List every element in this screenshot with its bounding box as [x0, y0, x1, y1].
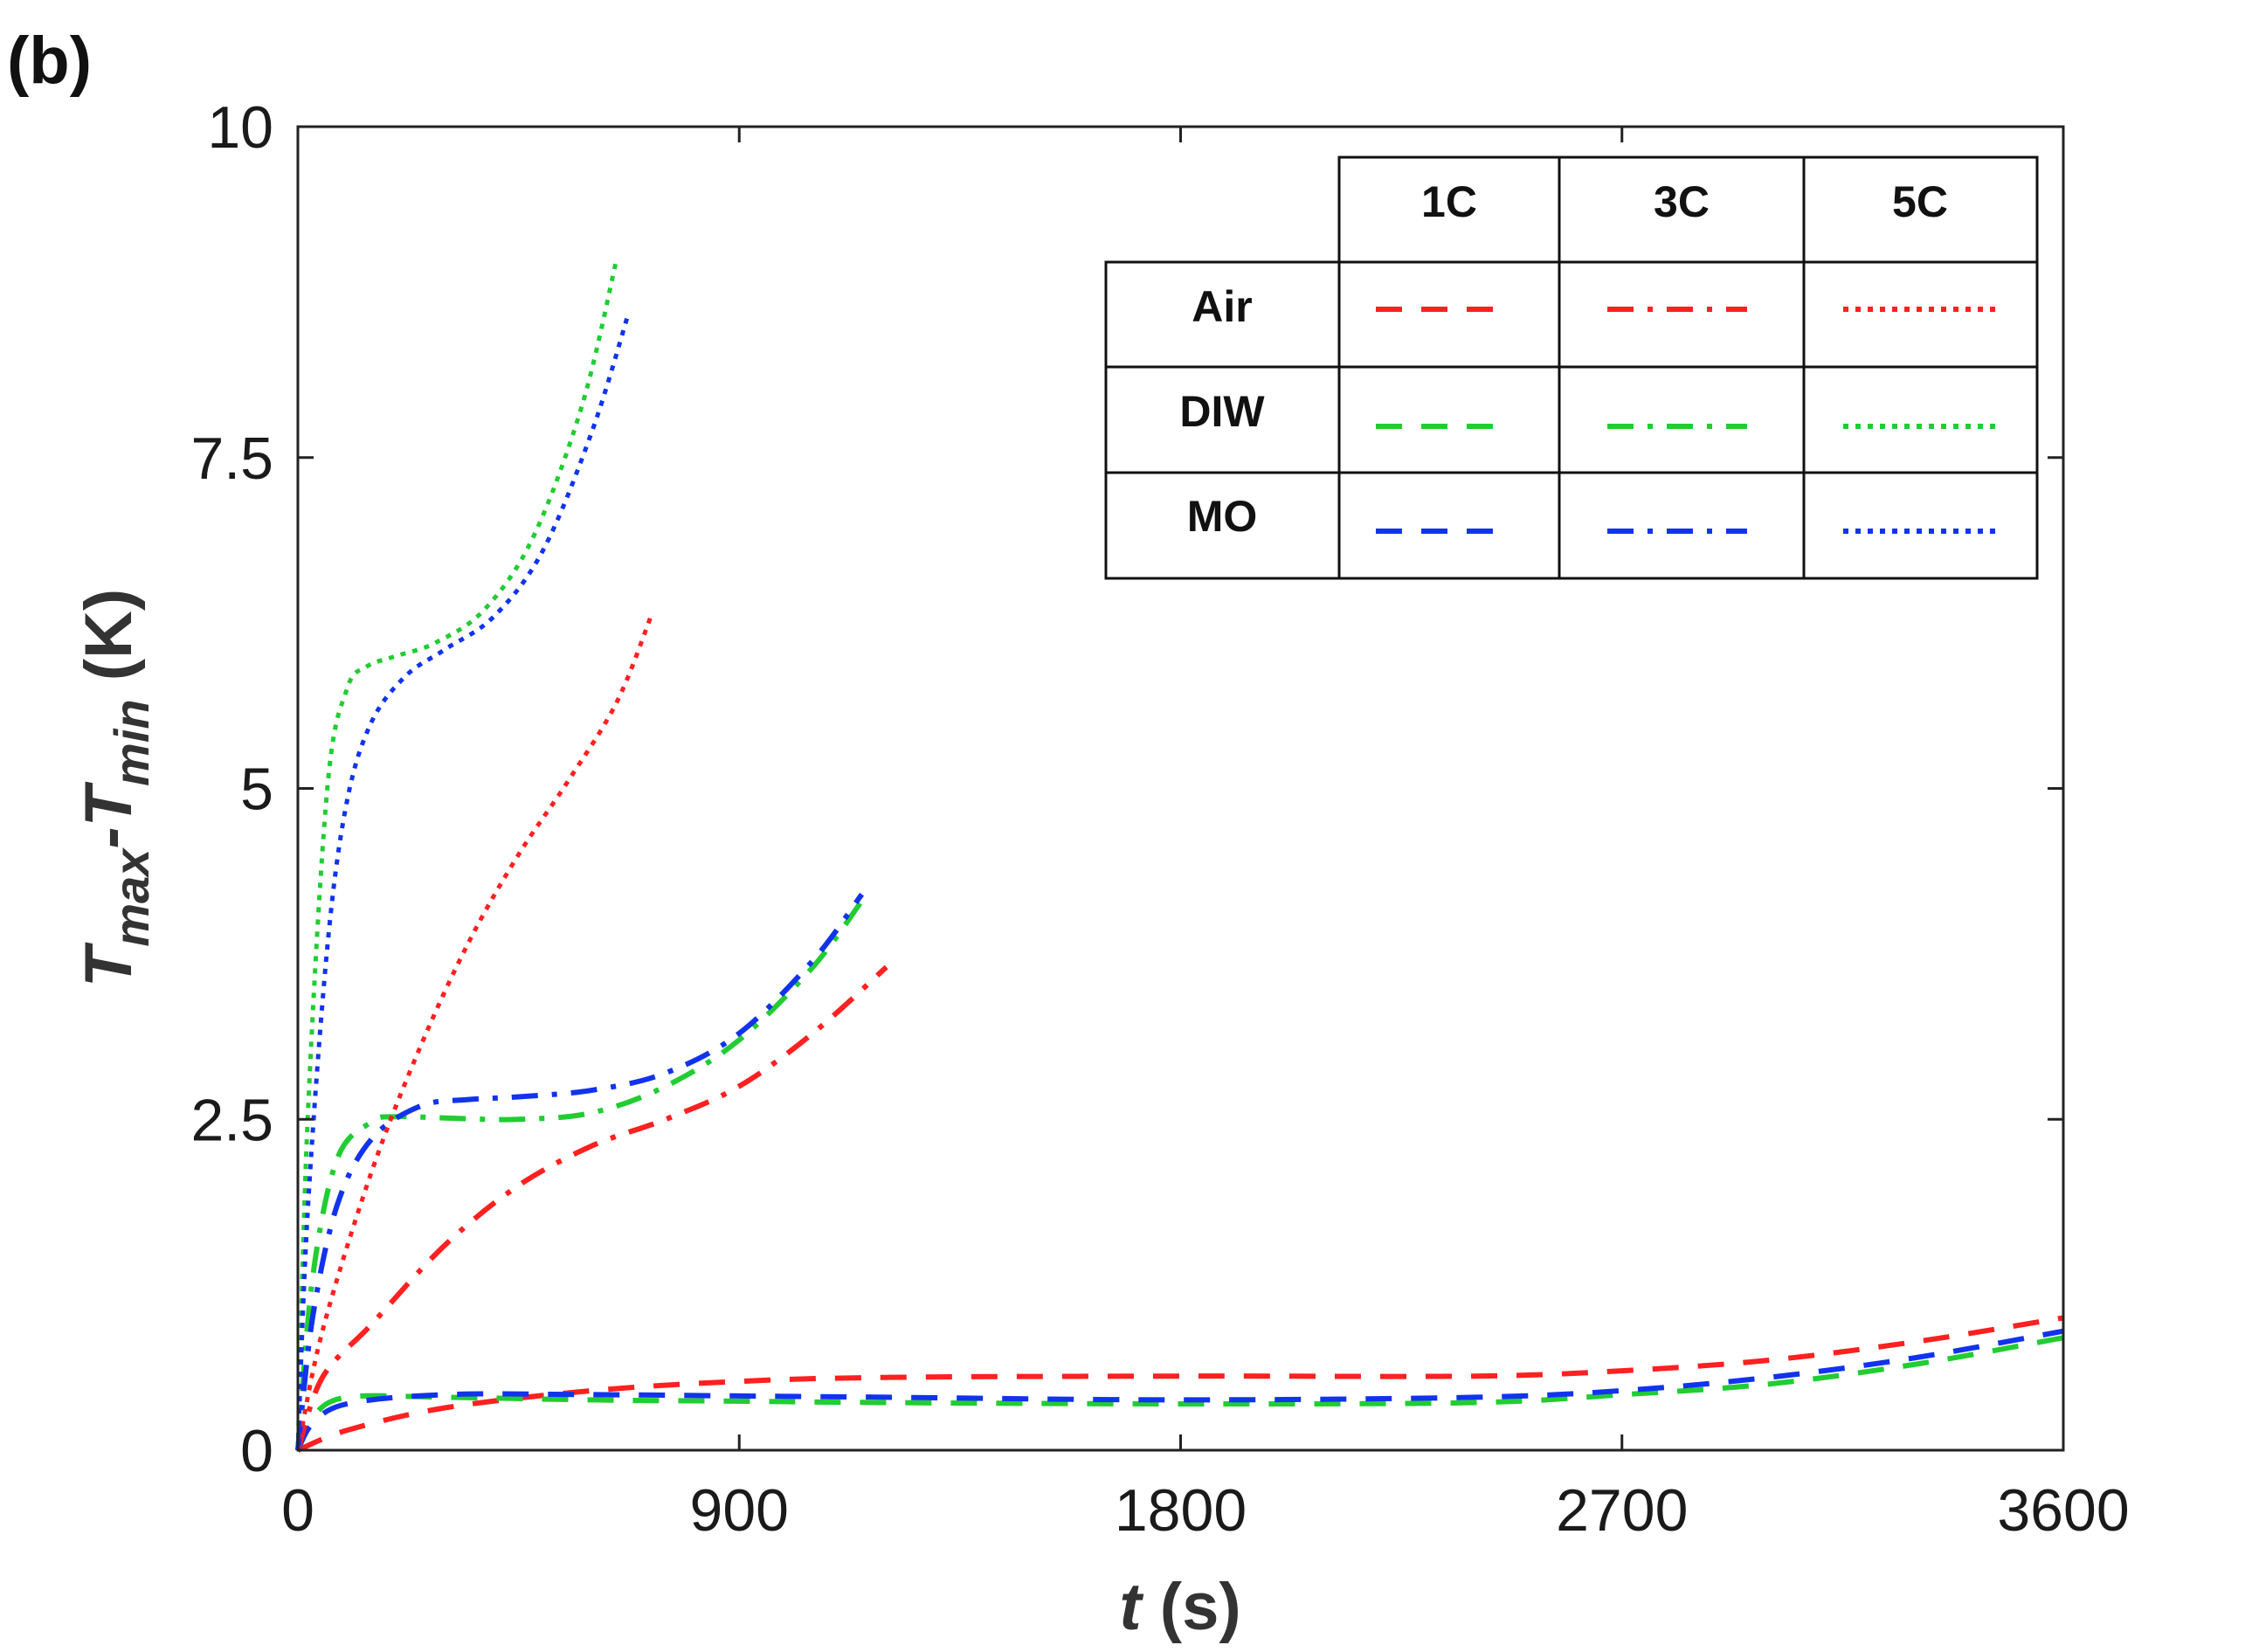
- legend-row-air: Air: [1192, 282, 1252, 331]
- y-axis-sub-min: min: [104, 699, 159, 786]
- legend-row-mo: MO: [1187, 492, 1258, 541]
- y-axis-t-max: T: [72, 942, 146, 987]
- y-axis-sub-max: max: [104, 847, 159, 947]
- legend-row-diw: DIW: [1179, 387, 1265, 436]
- series-line-diw-5c: [295, 258, 619, 1451]
- series-line-diw-3c: [295, 899, 865, 1451]
- series-line-mo-1c: [295, 1328, 2064, 1452]
- series-line-air-1c: [296, 1315, 2064, 1453]
- x-tick-label: 0: [281, 1477, 314, 1544]
- y-tick-label: 10: [207, 94, 273, 161]
- x-tick-label: 2700: [1556, 1477, 1688, 1544]
- axis-ticks: 0 900 1800 2700 3600 0 2.5 5 7.5 10: [190, 94, 2129, 1544]
- series-line-air-5c: [295, 615, 653, 1451]
- legend-col-5c: 5C: [1892, 177, 1948, 226]
- y-axis-title: Tmax-Tmin (K): [72, 589, 159, 987]
- y-tick-label: 7.5: [190, 425, 273, 492]
- legend-col-1c: 1C: [1421, 177, 1477, 226]
- y-tick-label: 5: [240, 757, 273, 823]
- x-axis-variable: t: [1119, 1570, 1143, 1644]
- panel-label: (b): [7, 24, 92, 98]
- x-axis-unit: (s): [1142, 1570, 1241, 1644]
- y-axis-unit: (K): [72, 589, 146, 700]
- legend-table: 1C 3C 5C Air DIW MO: [1104, 156, 2039, 580]
- y-tick-label: 0: [240, 1418, 273, 1484]
- series-group: [295, 258, 2064, 1453]
- x-tick-label: 3600: [1997, 1477, 2129, 1544]
- series-line-mo-3c: [295, 892, 865, 1451]
- series-line-mo-5c: [295, 311, 632, 1451]
- legend-body-frame: [1104, 260, 2039, 580]
- legend-col-3c: 3C: [1654, 177, 1710, 226]
- legend-samples: [1376, 307, 1996, 534]
- y-axis-t-min: -T: [72, 781, 146, 848]
- x-tick-label: 900: [690, 1477, 789, 1544]
- x-axis-title: t (s): [1119, 1570, 1240, 1644]
- y-tick-label: 2.5: [190, 1087, 273, 1153]
- x-tick-label: 1800: [1115, 1477, 1247, 1544]
